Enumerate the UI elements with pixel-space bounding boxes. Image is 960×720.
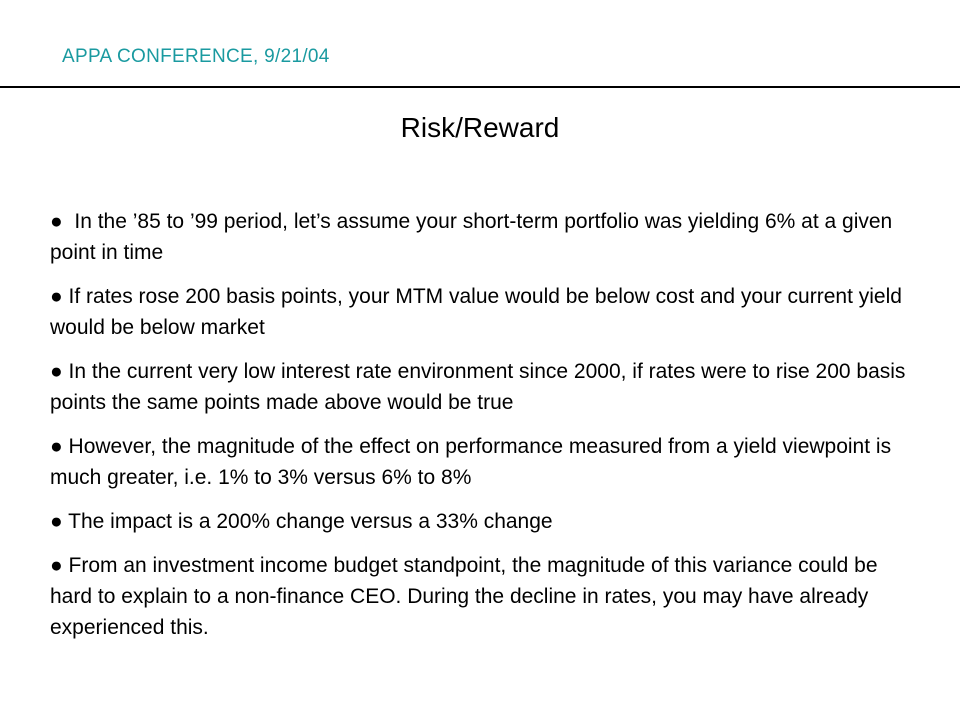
bullet-item: ● In the current very low interest rate … (50, 356, 920, 418)
bullet-icon: ● (50, 435, 63, 458)
bullet-text: If rates rose 200 basis points, your MTM… (50, 285, 908, 339)
header-divider (0, 86, 960, 88)
bullet-icon: ● (50, 360, 63, 383)
bullet-text: In the current very low interest rate en… (50, 360, 912, 414)
bullet-list: ● In the ’85 to ’99 period, let’s assume… (50, 206, 920, 656)
bullet-icon: ● (50, 210, 63, 233)
bullet-text: In the ’85 to ’99 period, let’s assume y… (50, 210, 899, 264)
bullet-text: From an investment income budget standpo… (50, 554, 884, 639)
bullet-text: However, the magnitude of the effect on … (50, 435, 897, 489)
bullet-item: ● From an investment income budget stand… (50, 550, 920, 643)
bullet-icon: ● (50, 285, 63, 308)
bullet-icon: ● (50, 510, 63, 533)
bullet-item: ● In the ’85 to ’99 period, let’s assume… (50, 206, 920, 268)
bullet-item: ● If rates rose 200 basis points, your M… (50, 281, 920, 343)
bullet-item: ● However, the magnitude of the effect o… (50, 431, 920, 493)
bullet-text: The impact is a 200% change versus a 33%… (62, 510, 553, 533)
bullet-icon: ● (50, 554, 63, 577)
conference-header: APPA CONFERENCE, 9/21/04 (62, 46, 330, 67)
bullet-item: ● The impact is a 200% change versus a 3… (50, 506, 920, 537)
slide-title: Risk/Reward (400, 112, 560, 143)
